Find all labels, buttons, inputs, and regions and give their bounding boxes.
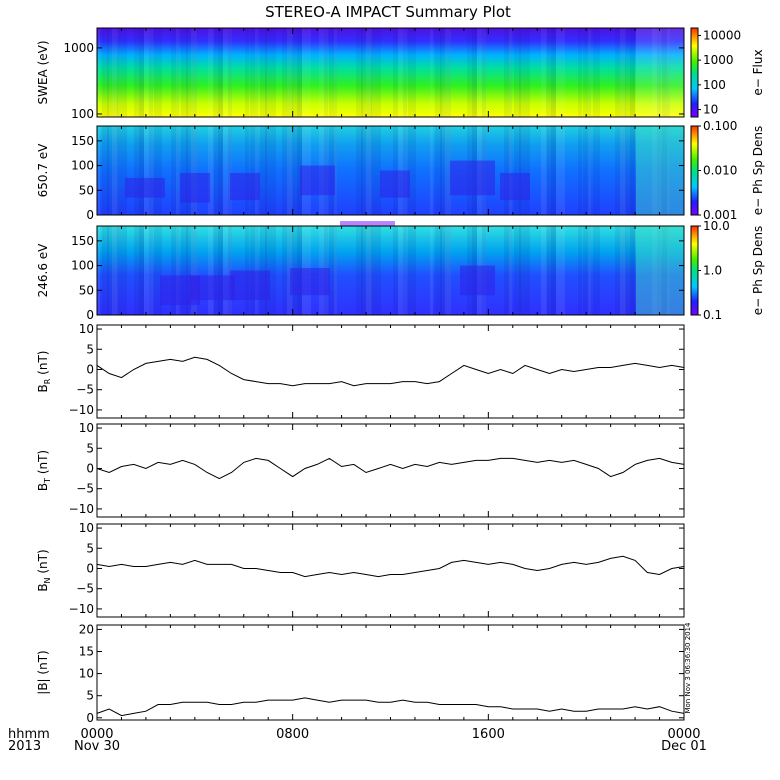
swea-colorbar-tick-label: 10 [703,103,718,117]
br-frame [96,324,685,419]
x-tick-label: 1600 [472,727,505,742]
bt-ytick-label: 5 [86,441,94,455]
pad650-ytick-label: 150 [71,134,94,148]
bt-ytick-label: −5 [76,482,94,496]
bn-series-line [96,555,685,578]
swea-colorbar-tick-label: 10000 [703,28,741,42]
bmag-ytick-label: 0 [86,711,94,725]
bmag-ytick-label: 20 [79,622,94,636]
panel-bmag: 0 5 10 15 20 |B| (nT) [36,622,685,725]
x-tick-date: Nov 30 [74,739,120,754]
pad650-colorbar-label: e− Ph Sp Dens [751,126,765,215]
plot-title: STEREO-A IMPACT Summary Plot [265,3,511,21]
bt-ytick-label: −10 [69,502,94,516]
bt-ytick-label: 0 [86,461,94,475]
bn-ytick-label: −10 [69,602,94,616]
bt-frame [96,423,685,518]
pad650-ytick-label: 100 [71,159,94,173]
pad650-ylabel: 650.7 eV [36,143,50,198]
pad650-colorbar-tick-label: 0.100 [703,119,737,133]
pad246-colorbar [690,225,699,316]
br-ytick-label: −10 [69,403,94,417]
br-ytick-label: 5 [86,342,94,356]
panel-pad650: 0.001 0.010 0.100 e− Ph Sp Dens 0 50 100 150 650… [36,119,765,222]
pad246-colorbar-tick-label: 10.0 [703,219,730,233]
pad246-colorbar-tick-label: 0.1 [703,308,722,322]
pad246-ytick-label: 0 [86,308,94,322]
br-ytick-label: −5 [76,383,94,397]
bn-ytick-label: 5 [86,541,94,555]
panel-bt: −10 −5 0 5 10 BT (nT) [36,421,685,518]
bn-ytick-label: 0 [86,561,94,575]
panel-br: −10 −5 0 5 10 BR (nT) [36,322,685,419]
panel-pad246: 0.1 1.0 10.0 e− Ph Sp Dens 0 50 100 150 246.6 eV [36,219,765,322]
pad246-texture [97,221,684,315]
x-corner-year: 2013 [8,739,41,754]
bmag-series-line [96,697,685,717]
creation-stamp: Mon Nov 3 06:36:30 2014 [684,622,692,714]
bn-frame [96,523,685,618]
pad246-ylabel: 246.6 eV [36,243,50,298]
x-tick-date: Dec 01 [661,739,707,754]
x-tick-label: 0000 [80,727,113,742]
bn-ylabel: BN (nT) [36,549,52,591]
bmag-ytick-label: 10 [79,667,94,681]
br-ytick-label: 0 [86,362,94,376]
x-tick-label: 0800 [276,727,309,742]
pad650-texture [97,126,684,215]
pad246-ytick-label: 100 [71,259,94,273]
bn-ytick-label: −5 [76,582,94,596]
pad650-ytick-label: 0 [86,208,94,222]
pad246-colorbar-label: e− Ph Sp Dens [751,226,765,315]
swea-ylabel: SWEA (eV) [36,40,50,104]
pad246-ytick-label: 50 [79,283,94,297]
bmag-frame [96,624,685,721]
bn-ytick-label: 10 [79,521,94,535]
swea-ytick-label: 1000 [63,41,94,55]
x-corner-label: hhmm [8,727,50,742]
swea-colorbar-tick-label: 100 [703,78,726,92]
bmag-ytick-label: 5 [86,689,94,703]
swea-colorbar-tick-label: 1000 [703,53,734,67]
bt-ytick-label: 10 [79,421,94,435]
br-ytick-label: 10 [79,322,94,336]
bmag-ytick-label: 15 [79,645,94,659]
bt-ylabel: BT (nT) [36,450,52,491]
swea-spectrogram [97,28,684,117]
swea-texture [97,28,684,117]
pad246-colorbar-tick-label: 1.0 [703,264,722,278]
pad650-colorbar [690,125,699,216]
panel-bn: −10 −5 0 5 10 BN (nT) [36,521,685,618]
swea-colorbar [690,27,699,118]
pad650-colorbar-tick-label: 0.001 [703,208,737,222]
pad650-colorbar-tick-label: 0.010 [703,164,737,178]
pad246-ytick-label: 150 [71,234,94,248]
br-ylabel: BR (nT) [36,351,52,393]
pad650-ytick-label: 50 [79,183,94,197]
swea-colorbar-label: e− Flux [751,49,765,95]
panel-swea: 10 100 1000 10000 e− Flux 100 1000 SWEA (eV) [36,27,765,121]
x-tick-label: 0000 [667,727,700,742]
swea-ytick-label: 100 [71,107,94,121]
bmag-ylabel: |B| (nT) [36,650,50,694]
br-series-line [96,356,685,387]
bt-series-line [96,457,685,480]
